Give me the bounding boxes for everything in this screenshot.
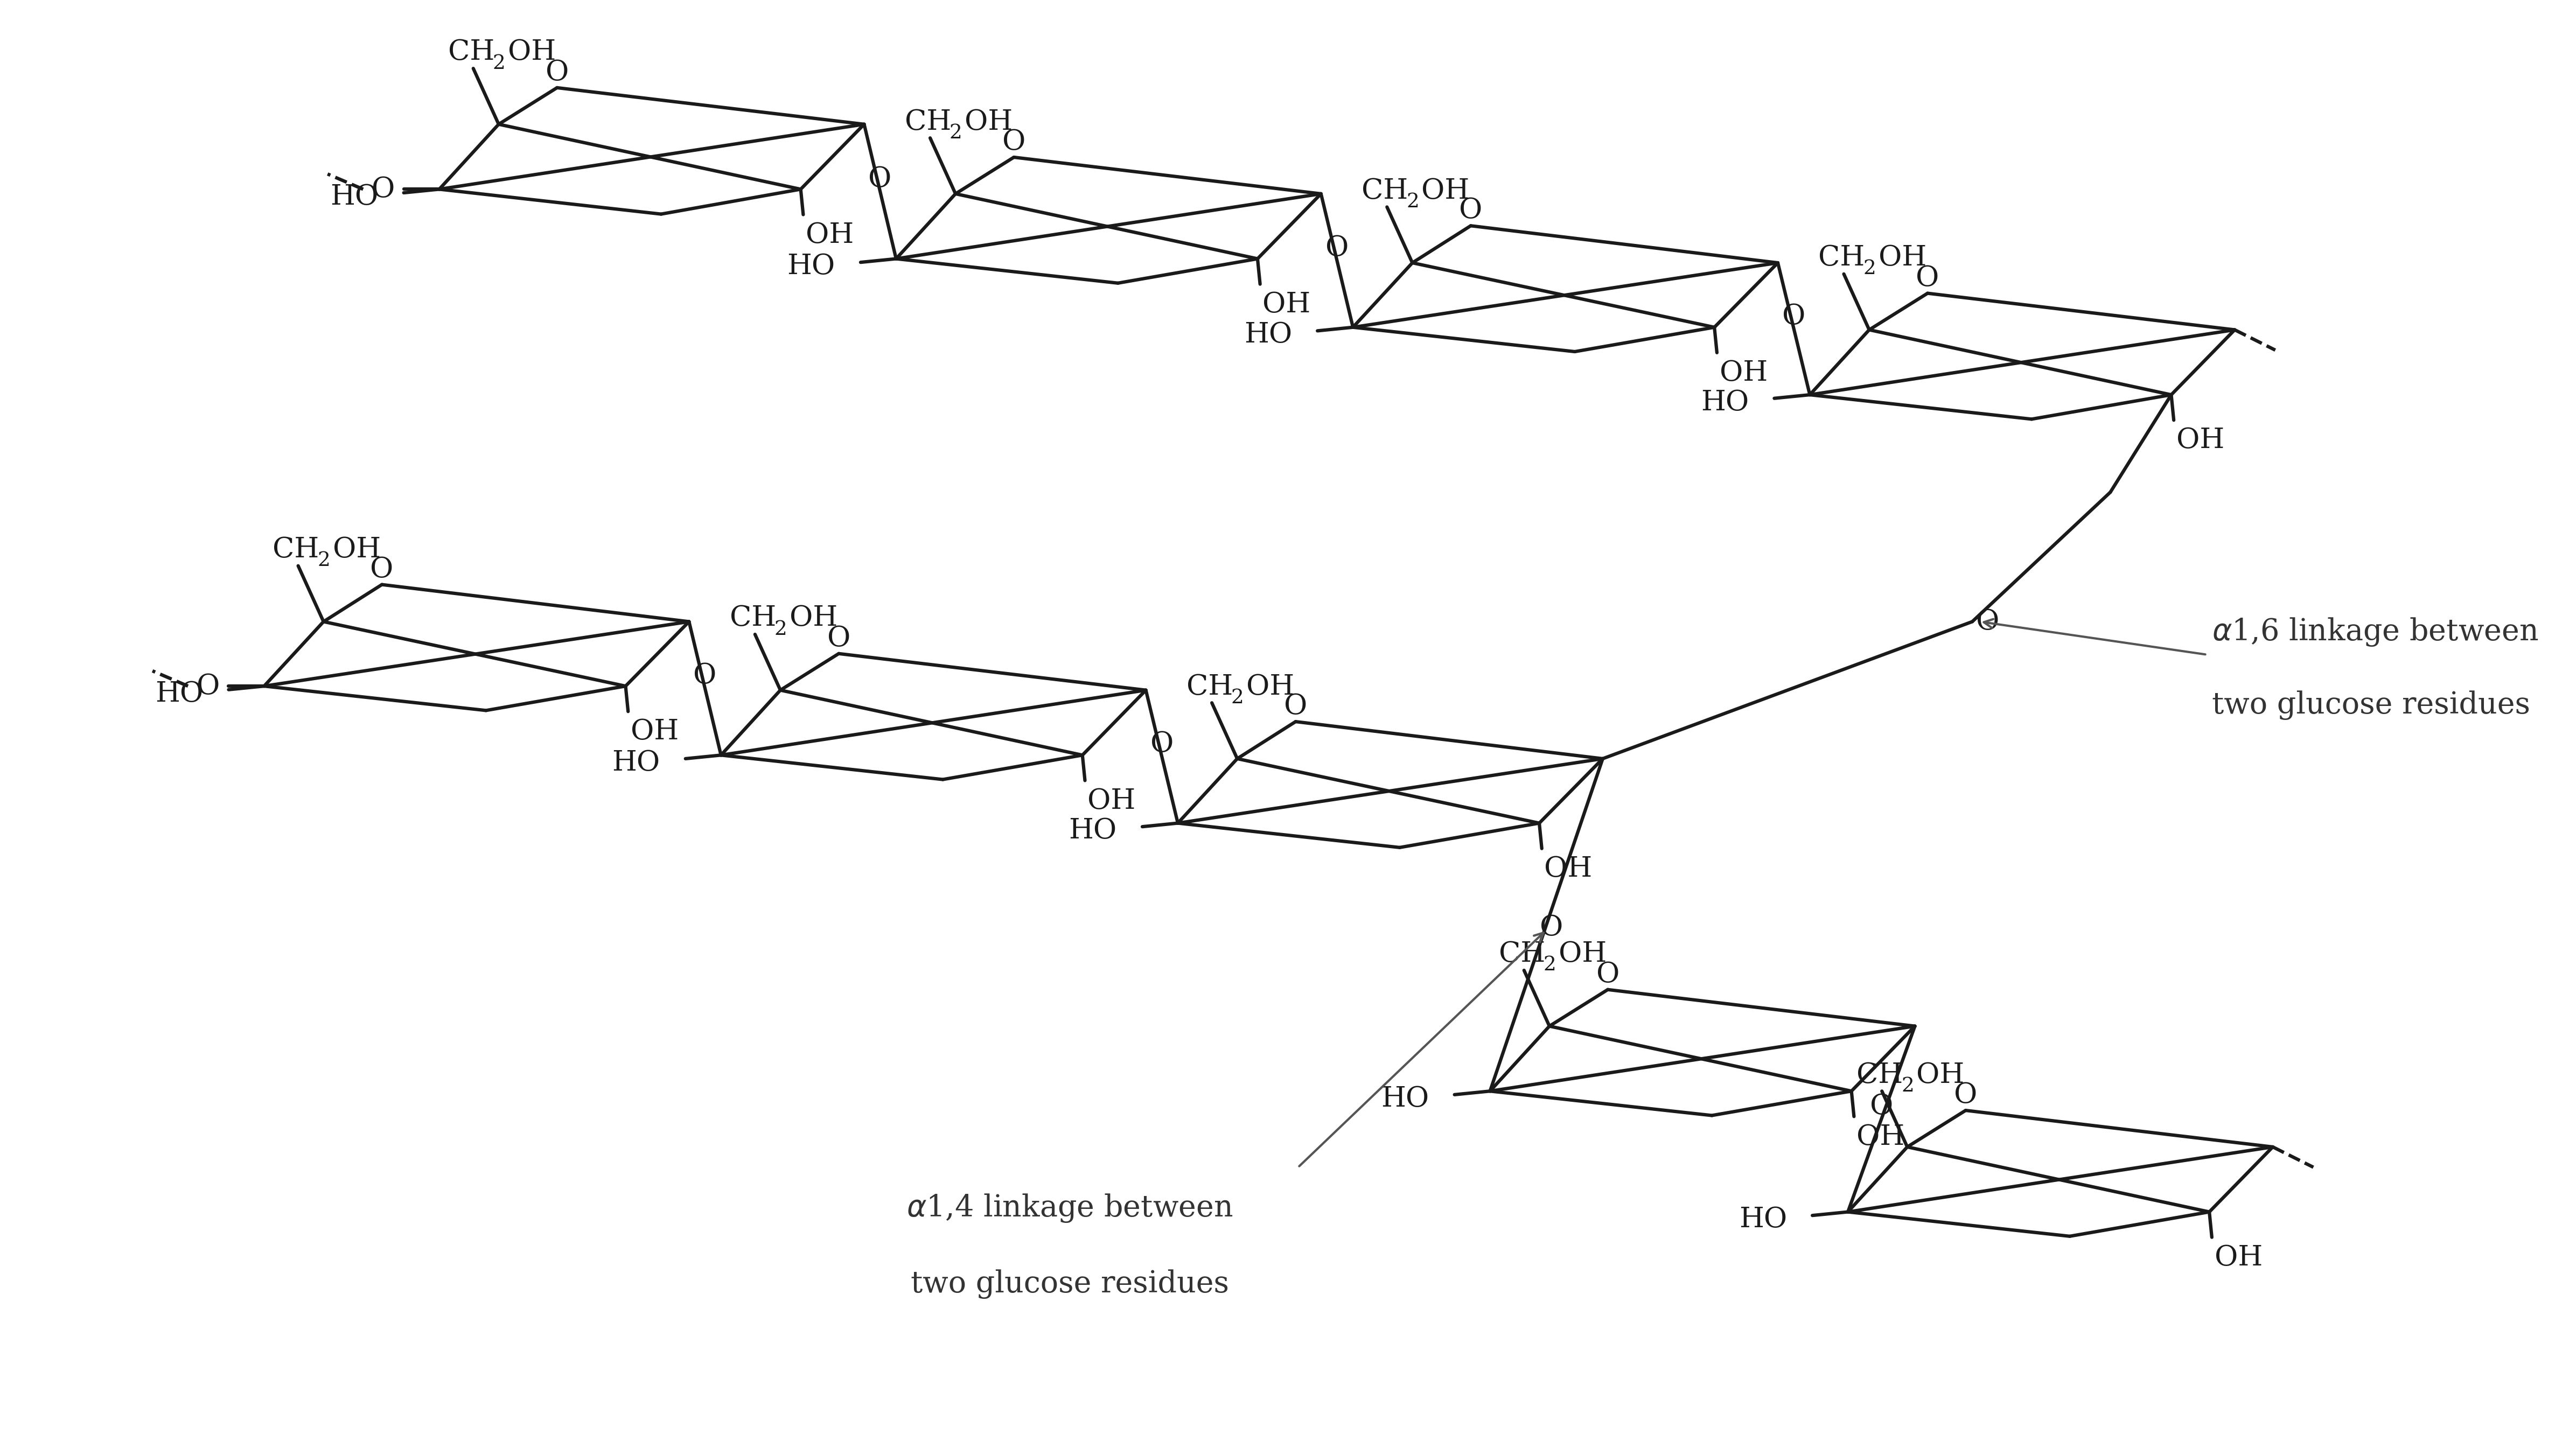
Text: O: O xyxy=(1597,961,1620,989)
Text: CH: CH xyxy=(273,536,319,563)
Text: 2: 2 xyxy=(775,620,788,638)
Text: OH: OH xyxy=(1917,1061,1965,1088)
Text: O: O xyxy=(1955,1081,1978,1110)
Text: O: O xyxy=(1324,233,1350,262)
Text: OH: OH xyxy=(2177,427,2226,454)
Text: O: O xyxy=(371,556,394,584)
Text: two glucose residues: two glucose residues xyxy=(909,1270,1229,1298)
Text: OH: OH xyxy=(1262,291,1311,318)
Text: CH: CH xyxy=(448,39,495,66)
Text: O: O xyxy=(196,673,219,700)
Text: CH: CH xyxy=(1499,941,1546,968)
Text: HO: HO xyxy=(1069,817,1118,844)
Text: $\alpha$1,6 linkage between: $\alpha$1,6 linkage between xyxy=(2213,615,2537,647)
Text: CH: CH xyxy=(1819,244,1865,271)
Text: OH: OH xyxy=(788,604,837,631)
Text: O: O xyxy=(1540,914,1564,941)
Text: OH: OH xyxy=(1857,1123,1904,1150)
Text: O: O xyxy=(546,59,569,86)
Text: HO: HO xyxy=(613,749,659,777)
Text: O: O xyxy=(1870,1092,1893,1120)
Text: OH: OH xyxy=(1422,177,1468,205)
Text: O: O xyxy=(1783,303,1806,330)
Text: CH: CH xyxy=(1363,177,1409,205)
Text: CH: CH xyxy=(904,108,951,135)
Text: 2: 2 xyxy=(317,550,330,571)
Text: O: O xyxy=(868,166,891,193)
Text: CH: CH xyxy=(1188,673,1234,700)
Text: $\alpha$1,4 linkage between: $\alpha$1,4 linkage between xyxy=(907,1192,1234,1223)
Text: two glucose residues: two glucose residues xyxy=(2213,690,2530,720)
Text: OH: OH xyxy=(332,536,381,563)
Text: 2: 2 xyxy=(492,53,505,73)
Text: O: O xyxy=(1002,128,1025,156)
Text: OH: OH xyxy=(1546,855,1592,882)
Text: 2: 2 xyxy=(1406,192,1419,212)
Text: O: O xyxy=(693,661,716,689)
Text: HO: HO xyxy=(1739,1206,1788,1233)
Text: HO: HO xyxy=(788,252,835,280)
Text: CH: CH xyxy=(729,604,775,631)
Text: O: O xyxy=(1976,608,1999,635)
Text: OH: OH xyxy=(631,718,677,745)
Text: OH: OH xyxy=(1247,673,1293,700)
Text: HO: HO xyxy=(155,680,204,708)
Text: 2: 2 xyxy=(1901,1076,1914,1095)
Text: O: O xyxy=(1283,693,1306,720)
Text: 2: 2 xyxy=(1231,689,1244,708)
Text: OH: OH xyxy=(1718,359,1767,386)
Text: 2: 2 xyxy=(951,122,963,143)
Text: O: O xyxy=(371,176,394,203)
Text: HO: HO xyxy=(1381,1085,1430,1112)
Text: HO: HO xyxy=(1700,389,1749,416)
Text: 2: 2 xyxy=(1862,259,1875,278)
Text: OH: OH xyxy=(806,220,853,249)
Text: O: O xyxy=(827,624,850,653)
Text: OH: OH xyxy=(963,108,1012,135)
Text: OH: OH xyxy=(2215,1244,2262,1271)
Text: OH: OH xyxy=(1878,244,1927,271)
Text: 2: 2 xyxy=(1543,955,1556,976)
Text: OH: OH xyxy=(507,39,556,66)
Text: OH: OH xyxy=(1087,787,1136,814)
Text: OH: OH xyxy=(1558,941,1607,968)
Text: O: O xyxy=(1917,264,1940,291)
Text: HO: HO xyxy=(1244,321,1293,349)
Text: CH: CH xyxy=(1857,1061,1904,1088)
Text: O: O xyxy=(1149,731,1175,758)
Text: HO: HO xyxy=(330,183,379,210)
Text: O: O xyxy=(1458,197,1481,225)
